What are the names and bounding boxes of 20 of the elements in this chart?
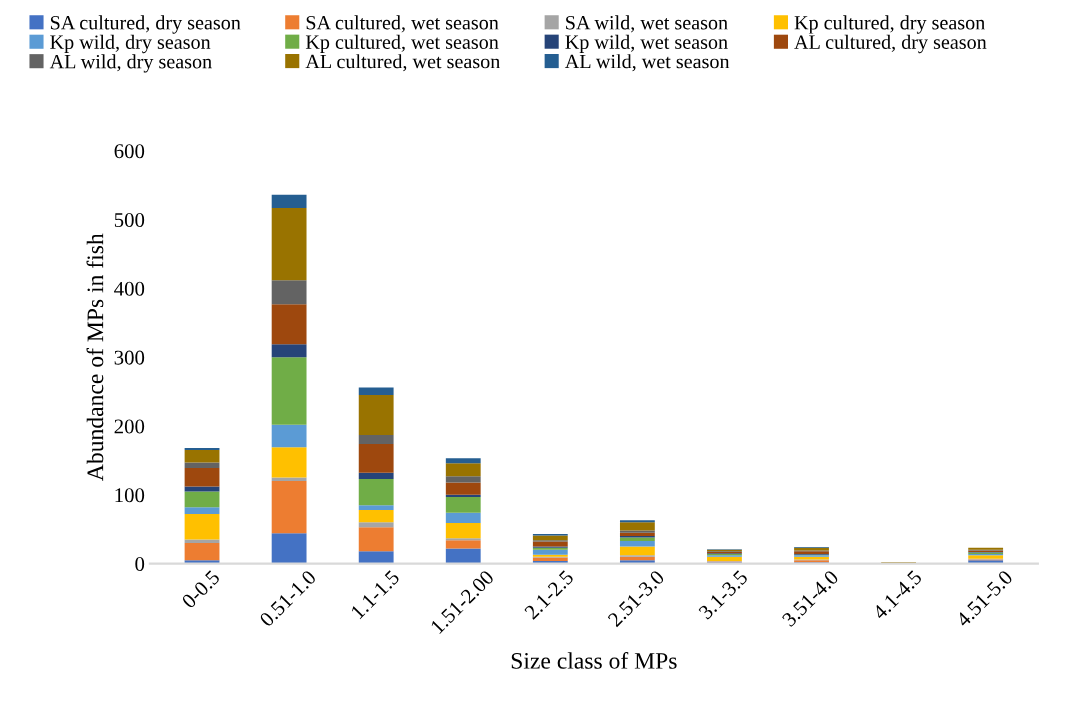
legend-label: AL cultured, wet season (305, 54, 501, 72)
legend-label: Kp wild, dry season (50, 34, 211, 54)
y-tick-label: 0 (135, 557, 145, 572)
y-tick-label: 400 (114, 281, 145, 296)
y-tick-label: 300 (114, 350, 145, 365)
x-axis-title: Size class of MPs (511, 651, 677, 669)
legend-label: SA cultured, wet season (306, 15, 499, 33)
y-tick-label: 600 (114, 144, 145, 159)
legend-label: Kp wild, wet season (565, 34, 728, 54)
legend-label: SA wild, wet season (566, 15, 728, 33)
legend-label: Kp cultured, wet season (305, 34, 499, 54)
legend-label: AL wild, wet season (564, 54, 730, 72)
y-tick-label: 500 (114, 212, 145, 228)
legend-label: SA cultured, dry season (50, 15, 241, 34)
legend-label: AL cultured, dry season (794, 34, 987, 54)
y-axis-title: Abundance of MPs in fish (86, 233, 104, 481)
y-tick-label: 100 (115, 488, 145, 503)
y-tick-label: 200 (114, 419, 145, 434)
legend-label: Kp cultured, dry season (794, 15, 985, 34)
legend-label: AL wild, dry season (49, 54, 212, 73)
